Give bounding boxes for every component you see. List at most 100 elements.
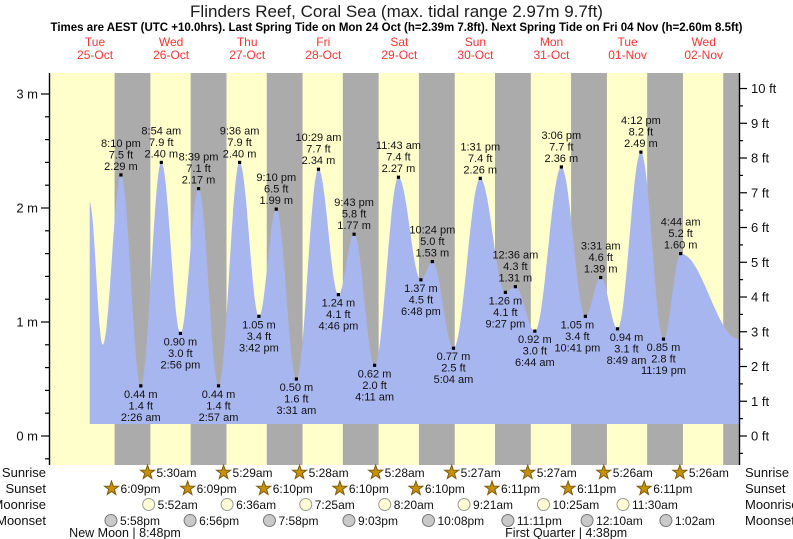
tide-annotation: 7.1 ft bbox=[186, 163, 210, 175]
sunset-time: 6:09pm bbox=[197, 482, 237, 496]
right-axis-label: 6 ft bbox=[751, 220, 769, 235]
tide-annotation: 1.77 m bbox=[337, 220, 371, 232]
sunset-time: 6:11pm bbox=[577, 482, 616, 496]
moonset-time: 9:03pm bbox=[358, 514, 398, 528]
tide-annotation: 0.44 m bbox=[202, 389, 236, 401]
right-axis-label: 8 ft bbox=[751, 151, 769, 166]
row-label-right-sunrise: Sunrise bbox=[745, 465, 789, 480]
sunrise-time: 5:29am bbox=[233, 466, 273, 480]
sun-star-icon bbox=[559, 479, 577, 496]
moonset-icon bbox=[104, 514, 118, 527]
tide-annotation: 4:44 am bbox=[661, 217, 701, 229]
moonset-icon bbox=[659, 514, 673, 527]
tide-extreme-dot bbox=[372, 363, 377, 367]
right-axis-label: 1 ft bbox=[751, 394, 769, 409]
tide-annotation: 4.3 ft bbox=[503, 261, 527, 273]
left-axis-label: 0 m bbox=[16, 429, 38, 444]
sunset-time: 6:11pm bbox=[653, 482, 692, 496]
day-name-label: Thu bbox=[237, 35, 258, 49]
tide-annotation: 6.5 ft bbox=[264, 184, 288, 196]
sun-star-icon bbox=[595, 463, 613, 480]
moonrise-time: 6:36am bbox=[236, 498, 276, 512]
tide-annotation: 2.40 m bbox=[223, 148, 257, 160]
moonrise-icon bbox=[299, 498, 313, 511]
tide-annotation: 0.50 m bbox=[280, 382, 314, 394]
moonset-icon bbox=[421, 514, 435, 527]
right-axis-label: 3 ft bbox=[751, 324, 769, 339]
sunrise-time: 5:27am bbox=[461, 466, 501, 480]
tide-annotation: 3.1 ft bbox=[614, 343, 638, 355]
tide-extreme-dot bbox=[513, 285, 517, 289]
day-name-label: Sat bbox=[390, 35, 409, 49]
sunset-time: 6:10pm bbox=[425, 482, 465, 496]
tide-extreme-dot bbox=[661, 337, 666, 341]
day-name-label: Sun bbox=[465, 35, 486, 49]
tide-annotation: 3.0 ft bbox=[523, 346, 547, 358]
tide-annotation: 0.92 m bbox=[518, 334, 552, 346]
sunset-time: 6:11pm bbox=[501, 482, 540, 496]
tide-extreme-dot bbox=[196, 187, 201, 191]
day-name-label: Fri bbox=[316, 35, 330, 49]
tide-annotation: 2.34 m bbox=[302, 155, 336, 167]
tide-extreme-dot bbox=[119, 173, 123, 177]
moon-phase-note: New Moon | 8:48pm bbox=[69, 526, 181, 539]
tide-annotation: 8:39 pm bbox=[179, 152, 219, 164]
tide-annotation: 4:12 pm bbox=[621, 115, 661, 127]
tide-extreme-dot bbox=[430, 259, 434, 264]
tide-extreme-dot bbox=[599, 275, 603, 280]
right-axis-label: 10 ft bbox=[751, 81, 777, 96]
tide-extreme-dot bbox=[216, 384, 221, 388]
tide-annotation: 2.8 ft bbox=[651, 354, 675, 366]
day-date-label: 31-Oct bbox=[534, 48, 571, 62]
moonrise-icon bbox=[457, 498, 471, 511]
tide-annotation: 9:10 pm bbox=[256, 172, 296, 184]
tide-annotation: 2.49 m bbox=[624, 138, 658, 150]
tide-annotation: 2.26 m bbox=[463, 164, 497, 176]
tide-annotation: 10:41 pm bbox=[554, 342, 600, 354]
tide-annotation: 10:24 pm bbox=[409, 225, 455, 237]
tide-annotation: 4.1 ft bbox=[326, 309, 350, 321]
tide-annotation: 2.29 m bbox=[104, 161, 138, 173]
sunrise-time: 5:28am bbox=[309, 466, 349, 480]
tide-annotation: 4.5 ft bbox=[409, 294, 433, 306]
moonrise-icon bbox=[616, 498, 630, 511]
moonset-icon bbox=[342, 514, 356, 527]
day-date-label: 01-Nov bbox=[608, 48, 647, 62]
tide-annotation: 7.7 ft bbox=[306, 144, 330, 156]
day-name-label: Wed bbox=[691, 35, 715, 49]
right-axis-label: 2 ft bbox=[751, 359, 769, 374]
tide-annotation: 2.40 m bbox=[144, 148, 178, 160]
sun-star-icon bbox=[367, 463, 385, 480]
tide-annotation: 7.4 ft bbox=[386, 152, 410, 164]
tide-annotation: 7.9 ft bbox=[227, 137, 251, 149]
moonset-icon bbox=[262, 514, 276, 527]
tide-extreme-dot bbox=[503, 290, 507, 294]
sunrise-time: 5:30am bbox=[157, 466, 197, 480]
tide-extreme-dot bbox=[583, 314, 587, 318]
page-subtitle: Times are AEST (UTC +10.0hrs). Last Spri… bbox=[50, 22, 743, 34]
moonset-icon bbox=[183, 514, 197, 527]
tide-annotation: 11:19 pm bbox=[641, 365, 686, 377]
left-axis-label: 2 m bbox=[16, 201, 38, 216]
tide-annotation: 1.24 m bbox=[322, 298, 356, 310]
moonset-icon bbox=[501, 514, 515, 527]
moonset-time: 12:10am bbox=[596, 514, 643, 528]
page-title: Flinders Reef, Coral Sea (max. tidal ran… bbox=[190, 2, 603, 21]
sun-star-icon bbox=[103, 479, 121, 496]
moonrise-time: 7:25am bbox=[315, 498, 355, 512]
tide-extreme-dot bbox=[159, 160, 163, 164]
day-date-label: 27-Oct bbox=[229, 48, 266, 62]
right-axis-label: 4 ft bbox=[751, 290, 769, 305]
tide-extreme-dot bbox=[559, 165, 563, 169]
tide-annotation: 4.6 ft bbox=[588, 252, 612, 264]
moonrise-icon bbox=[378, 498, 392, 511]
tide-annotation: 5:04 am bbox=[434, 374, 474, 386]
sun-star-icon bbox=[255, 479, 273, 496]
day-date-label: 25-Oct bbox=[77, 48, 114, 62]
day-name-label: Tue bbox=[85, 35, 106, 49]
tide-annotation: 0.85 m bbox=[647, 342, 681, 354]
tide-annotation: 3.4 ft bbox=[247, 331, 271, 343]
tide-annotation: 6:48 pm bbox=[401, 306, 441, 318]
tide-annotation: 3.0 ft bbox=[168, 348, 192, 360]
tide-annotation: 3:31 am bbox=[581, 241, 621, 253]
